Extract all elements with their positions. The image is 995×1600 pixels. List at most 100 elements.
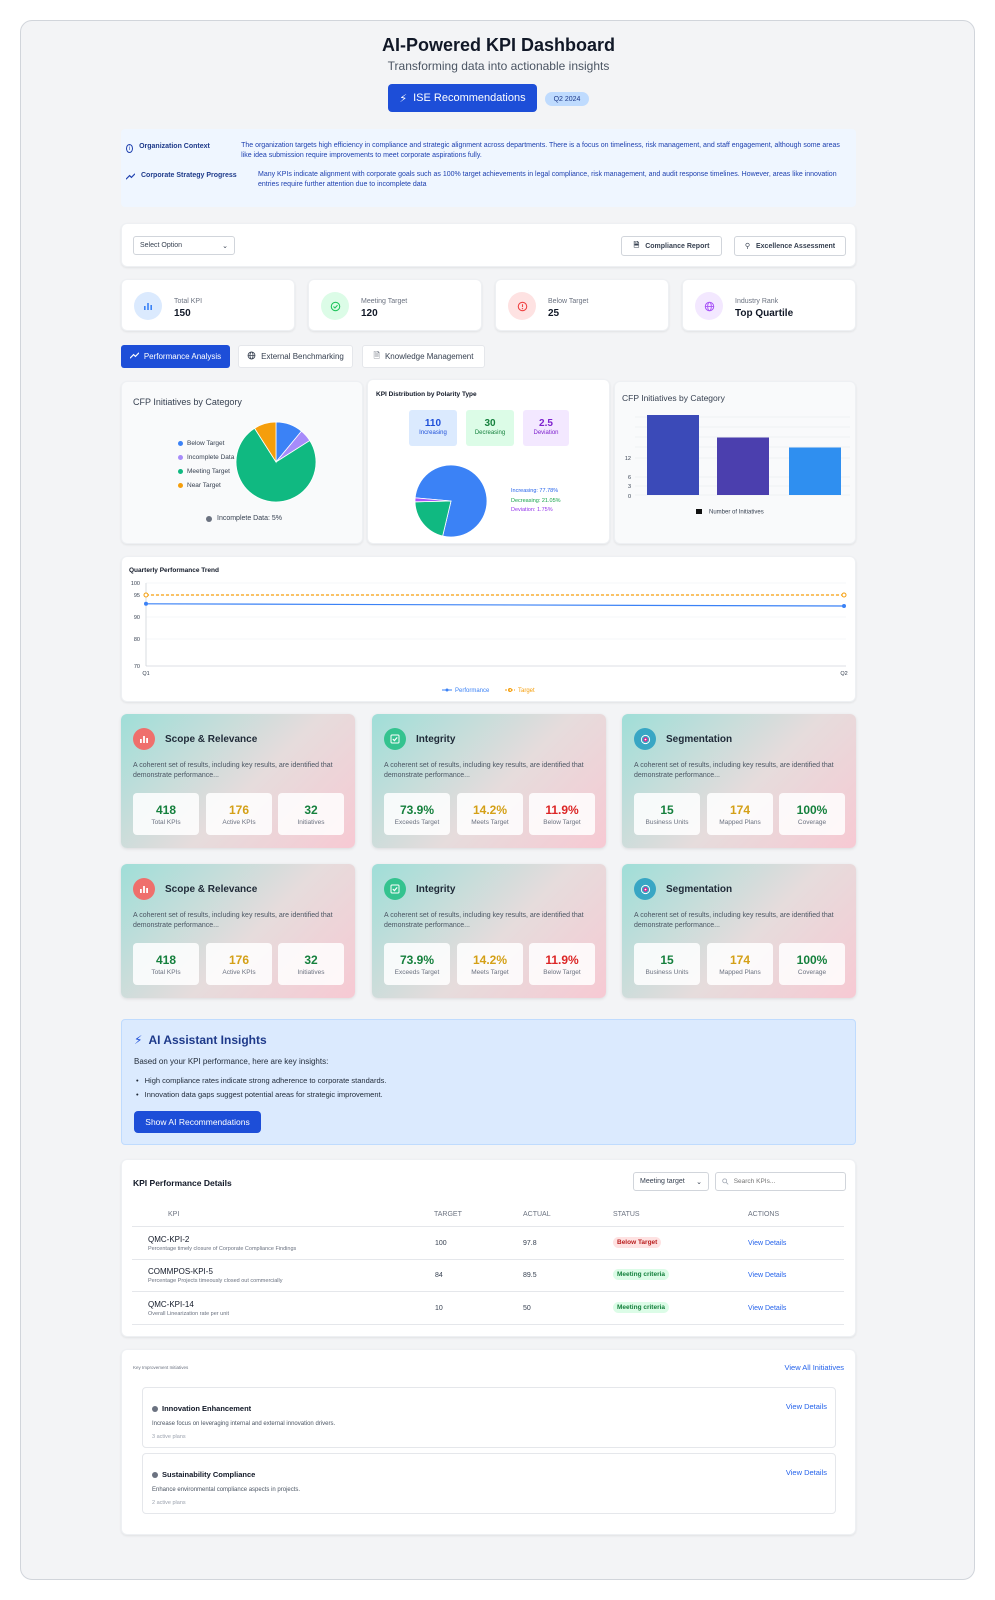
- metric-card-description: A coherent set of results, including key…: [384, 762, 584, 779]
- view-details-link[interactable]: View Details: [748, 1305, 787, 1312]
- metric-box: 73.9% Exceeds Target: [384, 793, 450, 835]
- kpi-description: Percentage timely closure of Corporate C…: [148, 1246, 297, 1252]
- metric-card-title: Scope & Relevance: [165, 884, 258, 895]
- metric-box: 11.9% Below Target: [529, 793, 595, 835]
- metric-label: Mapped Plans: [719, 969, 761, 976]
- stat-value: 25: [548, 308, 560, 319]
- polarity-box-increasing: 110 Increasing: [409, 410, 457, 446]
- status-dot: [152, 1405, 158, 1412]
- metric-value: 174: [729, 953, 751, 967]
- trend-x-label: Q1: [142, 671, 149, 677]
- target-icon: [634, 728, 656, 750]
- legend-swatch: [178, 468, 183, 474]
- initiative-title-row: Sustainability Compliance: [152, 1470, 255, 1479]
- organization-context-text: The organization targets high efficiency…: [241, 142, 840, 159]
- metric-value: 11.9%: [545, 803, 579, 817]
- strategy-progress-text: Many KPIs indicate alignment with corpor…: [258, 171, 837, 188]
- trend-up-icon: [126, 172, 135, 181]
- table-divider: [132, 1259, 844, 1260]
- metric-card-title: Integrity: [416, 884, 456, 895]
- column-header-actions: ACTIONS: [748, 1211, 780, 1218]
- initiative-item: Sustainability Compliance Enhance enviro…: [142, 1453, 836, 1514]
- globe-icon: [247, 351, 256, 362]
- polarity-value: 110: [424, 418, 442, 429]
- performance-line: [145, 603, 845, 607]
- strategy-progress-label: Corporate Strategy Progress: [141, 172, 237, 179]
- metric-card-description: A coherent set of results, including key…: [384, 912, 584, 929]
- excellence-assessment-button[interactable]: ⚲︎ Excellence Assessment: [734, 236, 846, 256]
- initiative-title: Innovation Enhancement: [162, 1404, 252, 1413]
- status-badge: Meeting criteria: [613, 1269, 670, 1280]
- document-icon: 🗎︎: [633, 241, 640, 249]
- bar-chart-icon: [133, 878, 155, 900]
- metric-label: Total KPIs: [151, 969, 181, 976]
- metric-box: 15 Business Units: [634, 793, 700, 835]
- trend-y-tick: 80: [134, 637, 140, 643]
- tab-external-benchmarking[interactable]: External Benchmarking: [238, 345, 353, 368]
- kpi-target: 84: [435, 1272, 443, 1279]
- legend-swatch: [178, 482, 183, 488]
- tab-performance-analysis[interactable]: Performance Analysis: [121, 345, 230, 368]
- metric-label: Exceeds Target: [394, 819, 440, 826]
- stat-value: Top Quartile: [735, 308, 794, 319]
- initiative-view-details-link[interactable]: View Details: [785, 1402, 827, 1411]
- check-icon: [384, 878, 406, 900]
- metric-box: 32 Initiatives: [278, 793, 344, 835]
- initiative-view-details-link[interactable]: View Details: [785, 1468, 827, 1477]
- view-details-link[interactable]: View Details: [748, 1272, 787, 1279]
- kpi-target: 10: [435, 1305, 443, 1312]
- status-filter-select[interactable]: Meeting target ⌄: [633, 1172, 709, 1191]
- option-select-value: Select Option: [140, 242, 183, 249]
- bar-tick: 6: [628, 475, 631, 481]
- metric-card-segmentation: Segmentation A coherent set of results, …: [622, 714, 856, 848]
- metric-box: 32 Initiatives: [278, 943, 344, 985]
- bar-chart-icon: [134, 292, 162, 320]
- metric-card-title: Scope & Relevance: [165, 734, 258, 745]
- stat-label: Below Target: [548, 298, 589, 305]
- polarity-pie-label: Decreasing: 21.05%: [511, 497, 561, 504]
- option-select[interactable]: Select Option ⌄: [133, 236, 235, 255]
- metric-box: 418 Total KPIs: [133, 793, 199, 835]
- legend-target-label: Target: [518, 688, 535, 694]
- metric-label: Business Units: [645, 969, 689, 976]
- search-kpis-field[interactable]: [715, 1172, 846, 1191]
- cfp-pie-chart: [235, 421, 317, 503]
- trend-card: Quarterly Performance Trend 100 95 90 80…: [121, 556, 856, 702]
- polarity-box-deviation: 2.5 Deviation: [523, 410, 569, 446]
- status-badge: Below Target: [613, 1237, 662, 1248]
- initiative-item: Innovation Enhancement Increase focus on…: [142, 1387, 836, 1448]
- search-icon: [722, 1178, 729, 1185]
- metric-label: Active KPIs: [222, 819, 256, 826]
- status-filter-value: Meeting target: [640, 1178, 685, 1185]
- metric-card-description: A coherent set of results, including key…: [133, 762, 333, 779]
- view-all-initiatives-link[interactable]: View All Initiatives: [784, 1363, 844, 1372]
- metric-value: 418: [155, 803, 177, 817]
- metric-value: 100%: [796, 803, 828, 817]
- ai-insight-text: Innovation data gaps suggest potential a…: [144, 1090, 383, 1099]
- metric-box: 14.2% Meets Target: [457, 943, 523, 985]
- table-divider: [132, 1226, 844, 1227]
- compliance-report-button[interactable]: 🗎︎ Compliance Report: [621, 236, 722, 256]
- status-badge: Meeting criteria: [613, 1302, 670, 1313]
- metric-value: 176: [228, 953, 250, 967]
- metric-value: 100%: [796, 953, 828, 967]
- metric-value: 174: [729, 803, 751, 817]
- lightning-icon: ⚡︎: [399, 92, 408, 105]
- toolbar-card: Select Option ⌄ 🗎︎ Compliance Report ⚲︎ …: [121, 223, 856, 267]
- legend-item: Near Target: [178, 478, 234, 492]
- polarity-value: 30: [484, 418, 496, 429]
- view-details-link[interactable]: View Details: [748, 1240, 787, 1247]
- performance-point: [144, 601, 148, 606]
- search-kpis-input[interactable]: [733, 1178, 839, 1185]
- kpi-actual: 89.5: [523, 1272, 537, 1279]
- metric-box: 14.2% Meets Target: [457, 793, 523, 835]
- status-dot: [152, 1471, 158, 1478]
- kpi-code: QMC-KPI-2: [148, 1235, 190, 1244]
- stat-label: Industry Rank: [735, 298, 779, 305]
- ai-insight-text: High compliance rates indicate strong ad…: [144, 1076, 387, 1085]
- show-ai-recommendations-button[interactable]: Show AI Recommendations: [134, 1111, 261, 1133]
- tab-knowledge-management[interactable]: 🗎︎ Knowledge Management: [362, 345, 485, 368]
- ise-recommendations-button[interactable]: ⚡︎ ISE Recommendations: [388, 84, 537, 112]
- kpi-description: Percentage Projects timeously closed out…: [148, 1278, 283, 1284]
- table-divider: [132, 1324, 844, 1325]
